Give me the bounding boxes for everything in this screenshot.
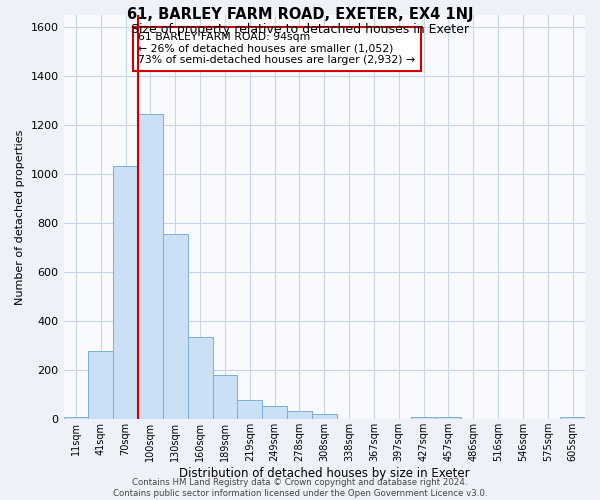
- Text: 61, BARLEY FARM ROAD, EXETER, EX4 1NJ: 61, BARLEY FARM ROAD, EXETER, EX4 1NJ: [127, 8, 473, 22]
- Bar: [113, 166, 138, 419]
- Bar: [287, 410, 312, 419]
- Bar: [212, 375, 238, 419]
- Bar: [88, 350, 113, 419]
- Bar: [560, 416, 585, 419]
- Bar: [138, 114, 163, 419]
- Bar: [163, 234, 188, 419]
- Bar: [436, 416, 461, 419]
- Bar: [64, 416, 88, 419]
- Text: Contains HM Land Registry data © Crown copyright and database right 2024.
Contai: Contains HM Land Registry data © Crown c…: [113, 478, 487, 498]
- Bar: [411, 416, 436, 419]
- Bar: [238, 400, 262, 419]
- Bar: [188, 337, 212, 419]
- X-axis label: Distribution of detached houses by size in Exeter: Distribution of detached houses by size …: [179, 467, 470, 480]
- Text: Size of property relative to detached houses in Exeter: Size of property relative to detached ho…: [131, 22, 469, 36]
- Bar: [262, 406, 287, 419]
- Text: 61 BARLEY FARM ROAD: 94sqm
← 26% of detached houses are smaller (1,052)
73% of s: 61 BARLEY FARM ROAD: 94sqm ← 26% of deta…: [138, 32, 415, 66]
- Bar: [312, 414, 337, 419]
- Y-axis label: Number of detached properties: Number of detached properties: [15, 130, 25, 305]
